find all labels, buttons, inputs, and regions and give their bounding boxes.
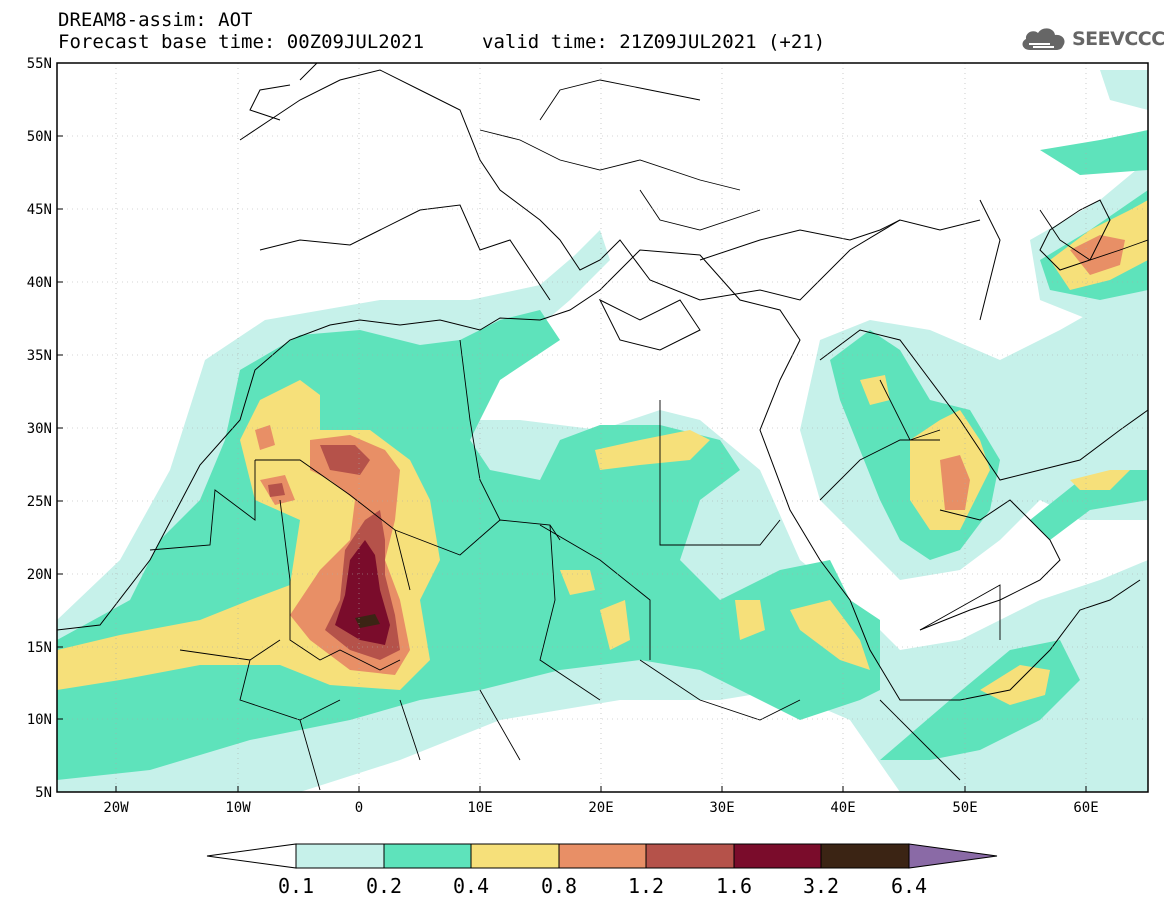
colorbar-tick: 1.2 [628, 874, 664, 898]
lon-label: 50E [952, 800, 977, 816]
lat-label: 25N [27, 494, 52, 510]
lat-label: 45N [27, 202, 52, 218]
lon-label: 60E [1073, 800, 1098, 816]
colorbar-segment [295, 843, 385, 869]
aot-level-3.2 [355, 614, 380, 628]
colorbar: 0.1 0.2 0.4 0.8 1.2 1.6 3.2 6.4 [206, 843, 998, 898]
lat-label: 50N [27, 129, 52, 145]
colorbar-tick: 0.2 [366, 874, 402, 898]
colorbar-cap-high [908, 843, 998, 869]
colorbar-tick: 0.4 [453, 874, 489, 898]
lon-label: 0 [355, 800, 363, 816]
lat-label: 5N [35, 785, 52, 801]
colorbar-segment [470, 843, 560, 869]
colorbar-tick: 0.8 [541, 874, 577, 898]
lon-label: 20W [103, 800, 129, 816]
logo-text: SEEVCCC [1072, 28, 1165, 50]
longitude-labels: 20W 10W 0 10E 20E 30E 40E 50E 60E [103, 800, 1098, 816]
colorbar-cap-low [206, 843, 297, 869]
colorbar-tick: 3.2 [803, 874, 839, 898]
lon-label: 20E [588, 800, 613, 816]
lat-label: 30N [27, 421, 52, 437]
lon-label: 40E [830, 800, 855, 816]
lat-label: 10N [27, 712, 52, 728]
colorbar-segment [820, 843, 910, 869]
colorbar-tick: 0.1 [278, 874, 314, 898]
lon-label: 10E [467, 800, 492, 816]
valid-time: valid time: 21Z09JUL2021 (+21) [482, 31, 826, 53]
lat-label: 55N [27, 56, 52, 72]
colorbar-segment [558, 843, 647, 869]
colorbar-tick: 6.4 [891, 874, 927, 898]
forecast-time-line: Forecast base time: 00Z09JUL2021 valid ti… [58, 31, 825, 53]
grid-lines [57, 63, 1148, 792]
latitude-labels: 55N 50N 45N 40N 35N 30N 25N 20N 15N 10N … [27, 56, 52, 801]
country-borders [149, 79, 1148, 791]
lon-label: 30E [709, 800, 734, 816]
lat-label: 40N [27, 275, 52, 291]
colorbar-tick: 1.6 [716, 874, 752, 898]
lat-label: 20N [27, 567, 52, 583]
lon-label: 10W [225, 800, 251, 816]
cloud-icon [1022, 28, 1065, 50]
colorbar-segment [383, 843, 472, 869]
seevccc-logo: SEEVCCC [1018, 24, 1165, 54]
colorbar-segment [645, 843, 735, 869]
forecast-base-time: Forecast base time: 00Z09JUL2021 [58, 31, 425, 53]
axis-ticks [57, 62, 1087, 793]
lat-label: 35N [27, 348, 52, 364]
map-title: DREAM8-assim: AOT [58, 9, 253, 31]
lat-label: 15N [27, 640, 52, 656]
aot-field [57, 63, 1148, 792]
colorbar-segment [733, 843, 822, 869]
